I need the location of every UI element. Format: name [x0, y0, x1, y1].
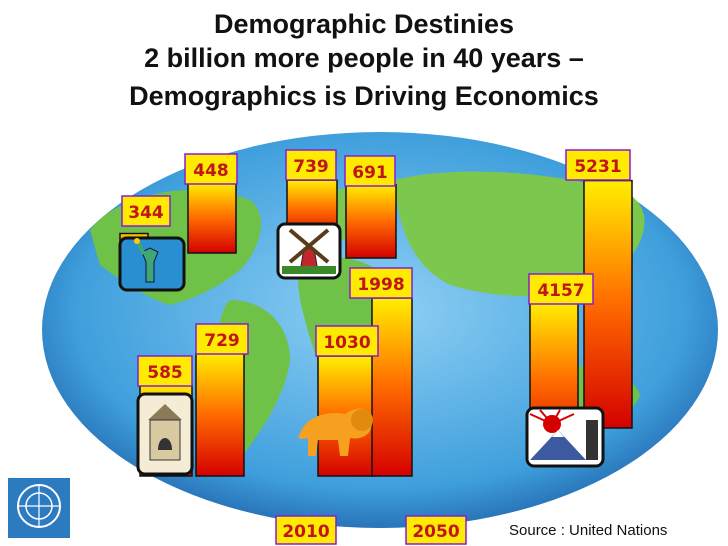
label-text-la-2010: 585 [147, 363, 183, 383]
legend-2010: 2010 [275, 515, 337, 545]
statue-of-liberty-icon [118, 236, 186, 292]
legend-2050-label: 2050 [412, 522, 459, 542]
mount-fuji-icon [525, 406, 605, 468]
label-asia-2010: 4157 [528, 273, 594, 305]
label-text-eu-2050: 691 [352, 163, 388, 183]
label-text-as-2010: 4157 [537, 281, 584, 301]
windmill-icon [276, 222, 342, 280]
label-text-af-2010: 1030 [323, 333, 370, 353]
label-text-as-2050: 5231 [574, 157, 621, 177]
label-latin-america-2010: 585 [137, 355, 193, 387]
bar-latin-america-2050 [195, 352, 245, 477]
label-text-na-2050: 448 [193, 161, 229, 181]
label-asia-2050: 5231 [565, 149, 631, 181]
value-labels: 344 448 585 729 739 691 1030 1998 [121, 149, 631, 387]
label-text-eu-2010: 739 [293, 157, 329, 177]
legend: 2010 2050 [275, 515, 467, 545]
lion-icon [298, 408, 373, 456]
label-europe-2050: 691 [344, 155, 396, 187]
label-europe-2010: 739 [285, 149, 337, 181]
un-emblem-logo [8, 478, 70, 538]
label-text-la-2050: 729 [204, 331, 240, 351]
title-line-3: Demographics is Driving Economics [129, 81, 599, 111]
source-note: Source : United Nations [509, 522, 668, 539]
label-text-af-2050: 1998 [357, 275, 404, 295]
label-north-america-2050: 448 [184, 153, 238, 185]
bar-north-america-2050 [187, 182, 237, 254]
bar-europe-2050 [345, 184, 397, 259]
title-line-1: Demographic Destinies [213, 9, 515, 39]
legend-2010-label: 2010 [282, 522, 329, 542]
label-north-america-2010: 344 [121, 195, 171, 227]
title-line-2: 2 billion more people in 40 years – [144, 43, 584, 73]
bar-africa-2050 [371, 297, 413, 477]
label-text-na-2010: 344 [128, 203, 164, 223]
legend-2050: 2050 [405, 515, 467, 545]
label-africa-2050: 1998 [349, 267, 413, 299]
label-latin-america-2050: 729 [195, 323, 249, 355]
label-africa-2010: 1030 [315, 325, 379, 357]
bell-tower-icon [136, 392, 194, 476]
